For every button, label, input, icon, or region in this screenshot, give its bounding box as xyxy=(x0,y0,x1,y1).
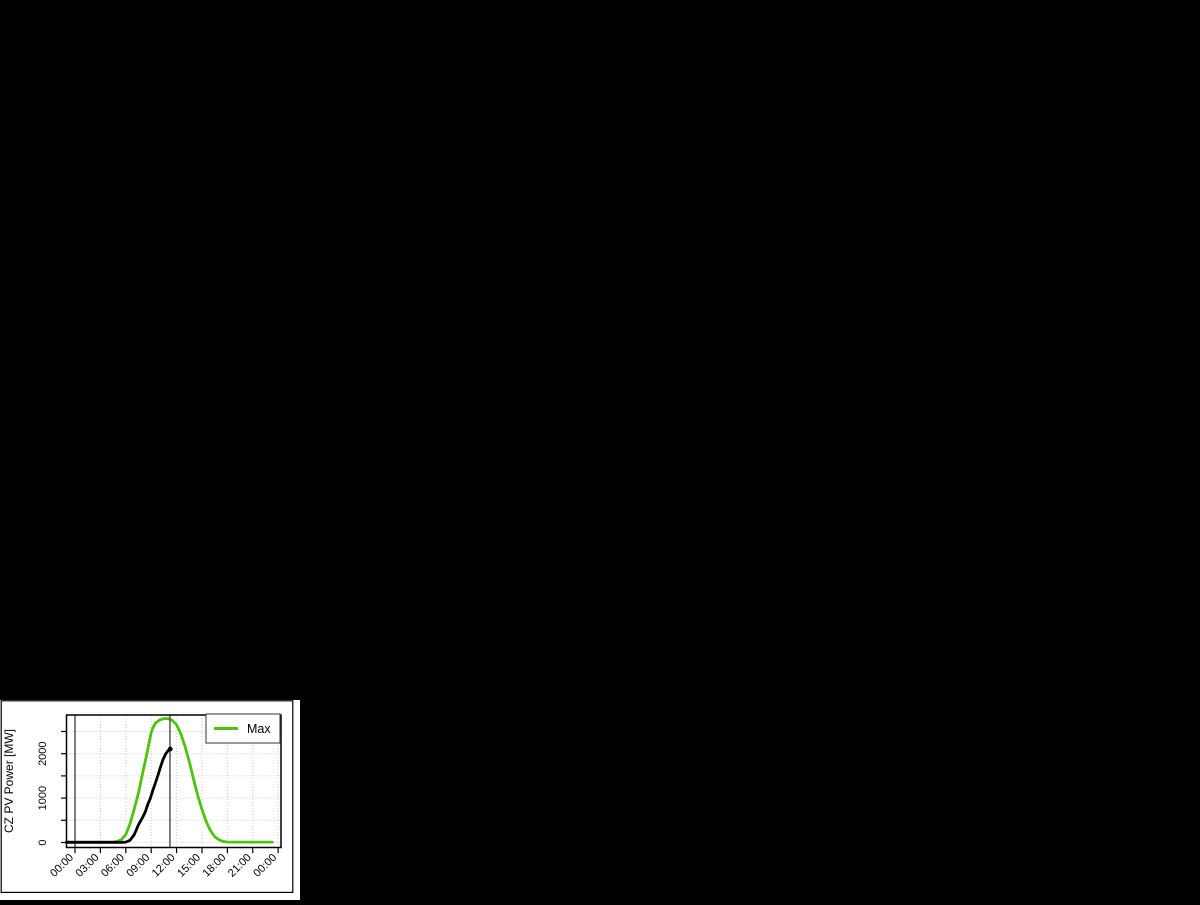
measured-curve xyxy=(65,747,172,844)
time-marker-lines xyxy=(74,715,171,848)
x-tick-label: 15:00 xyxy=(175,852,203,880)
x-tick-label: 09:00 xyxy=(124,852,152,880)
x-tick-label: 03:00 xyxy=(74,852,102,880)
x-tick-label: 12:00 xyxy=(150,852,178,880)
y-tick-label: 0 xyxy=(37,839,49,845)
pv-power-chart: 00:0003:0006:0009:0012:0015:0018:0021:00… xyxy=(0,700,294,894)
axis-ticks xyxy=(61,730,279,854)
x-tick-label: 18:00 xyxy=(201,852,229,880)
legend: Max xyxy=(205,713,281,744)
pv-power-chart-panel: 00:00 03:00 06:00 09:00 12:00 15:00 18:00 21:00… xyxy=(0,700,300,900)
panel-outer-border xyxy=(0,700,294,894)
measured-curve-layer xyxy=(65,746,173,844)
x-axis-tick-labels: 00:0003:0006:0009:0012:0015:0018:0021:00… xyxy=(48,852,279,880)
x-tick-label: 06:00 xyxy=(99,852,127,880)
y-axis-title: CZ PV Power [MW] xyxy=(2,729,16,833)
curve-end-dot xyxy=(167,746,173,752)
x-tick-label: 00:00 xyxy=(251,852,279,880)
x-tick-label: 00:00 xyxy=(48,852,76,880)
plot-border xyxy=(65,714,282,849)
y-tick-label: 2000 xyxy=(37,741,49,765)
y-axis-tick-labels: 0 1000 2000 xyxy=(37,741,49,845)
legend-entry-label: Max xyxy=(247,722,271,736)
x-tick-label: 21:00 xyxy=(226,852,254,880)
y-tick-label: 1000 xyxy=(37,786,49,810)
